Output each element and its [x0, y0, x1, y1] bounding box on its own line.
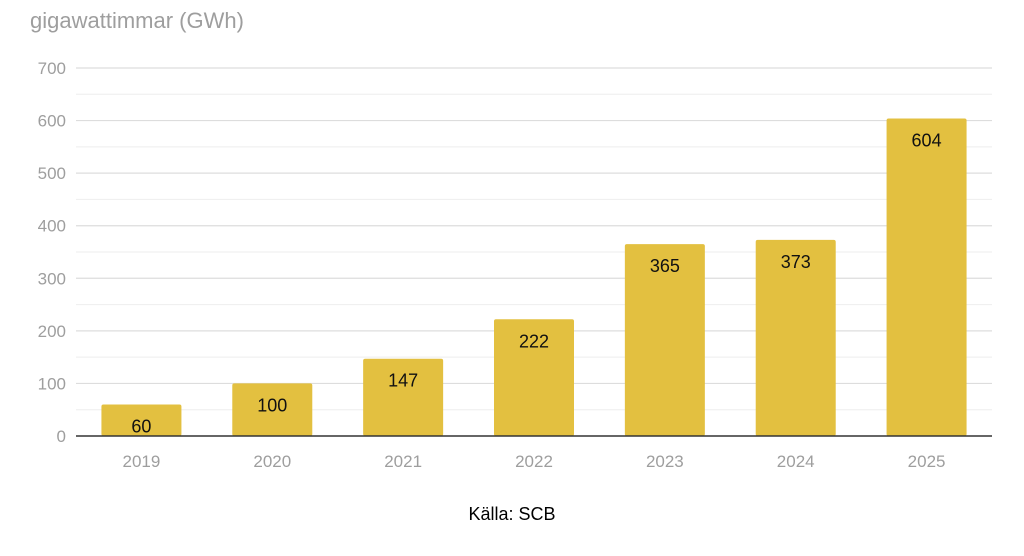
y-tick-label: 400 — [38, 217, 66, 236]
bar-value-label: 100 — [257, 395, 287, 415]
x-tick-label: 2021 — [384, 452, 422, 471]
source-note: Källa: SCB — [468, 504, 556, 524]
bar-2019 — [101, 404, 182, 436]
y-tick-label: 300 — [38, 269, 66, 288]
bar-2025 — [886, 118, 967, 437]
y-tick-label: 600 — [38, 112, 66, 131]
bar-value-label: 222 — [519, 331, 549, 351]
bar-value-label: 365 — [650, 256, 680, 276]
y-tick-label: 700 — [38, 59, 66, 78]
bar-2023 — [624, 244, 705, 436]
x-tick-label: 2025 — [908, 452, 946, 471]
bar-2024 — [755, 239, 836, 436]
x-tick-label: 2022 — [515, 452, 553, 471]
y-tick-label: 100 — [38, 374, 66, 393]
x-tick-label: 2019 — [123, 452, 161, 471]
bar-value-label: 60 — [131, 416, 151, 436]
y-tick-label: 200 — [38, 322, 66, 341]
bar-2022 — [494, 319, 574, 436]
bar-value-label: 373 — [781, 252, 811, 272]
bar-2021 — [363, 358, 444, 436]
x-tick-label: 2023 — [646, 452, 684, 471]
y-tick-label: 0 — [57, 427, 66, 446]
bar-value-label: 147 — [388, 371, 418, 391]
y-tick-label: 500 — [38, 164, 66, 183]
y-unit-label: gigawattimmar (GWh) — [30, 8, 244, 33]
bar-2020 — [232, 383, 313, 436]
x-tick-label: 2024 — [777, 452, 815, 471]
bar-chart: 0 100 200 300 400 500 600 700 60 2019 100 2020 147 20… — [38, 59, 992, 471]
x-tick-label: 2020 — [253, 452, 291, 471]
bar-value-label: 604 — [912, 130, 942, 150]
